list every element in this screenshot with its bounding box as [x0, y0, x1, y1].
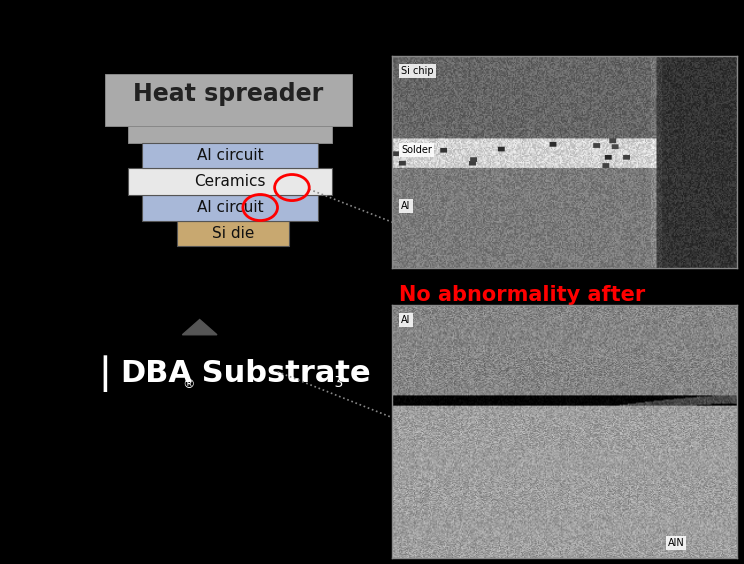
- Text: ▏: ▏: [103, 355, 131, 392]
- Text: Substrate: Substrate: [191, 359, 371, 389]
- Text: Al: Al: [401, 201, 411, 211]
- Polygon shape: [182, 320, 217, 335]
- Text: No abnormality after
thermal cycle: No abnormality after thermal cycle: [399, 497, 645, 543]
- Text: Solder: Solder: [401, 145, 432, 155]
- Text: Al: Al: [401, 315, 411, 325]
- Text: ®: ®: [182, 378, 195, 391]
- Text: AlN: AlN: [667, 538, 684, 548]
- Text: Si die: Si die: [211, 226, 254, 241]
- Text: No abnormality after
thermal cycle: No abnormality after thermal cycle: [399, 285, 645, 331]
- Bar: [128, 169, 333, 195]
- Bar: [104, 74, 353, 126]
- Bar: [142, 195, 318, 221]
- Text: Si chip: Si chip: [401, 66, 434, 76]
- Bar: [142, 143, 318, 169]
- Text: Al circuit: Al circuit: [196, 200, 263, 215]
- Text: Heat spreader: Heat spreader: [133, 82, 324, 105]
- Text: ʒ: ʒ: [334, 373, 342, 387]
- Text: Al circuit: Al circuit: [196, 148, 263, 164]
- Text: Ceramics: Ceramics: [194, 174, 266, 190]
- Bar: [176, 221, 289, 246]
- Bar: [128, 126, 333, 143]
- Text: DBA: DBA: [121, 359, 193, 389]
